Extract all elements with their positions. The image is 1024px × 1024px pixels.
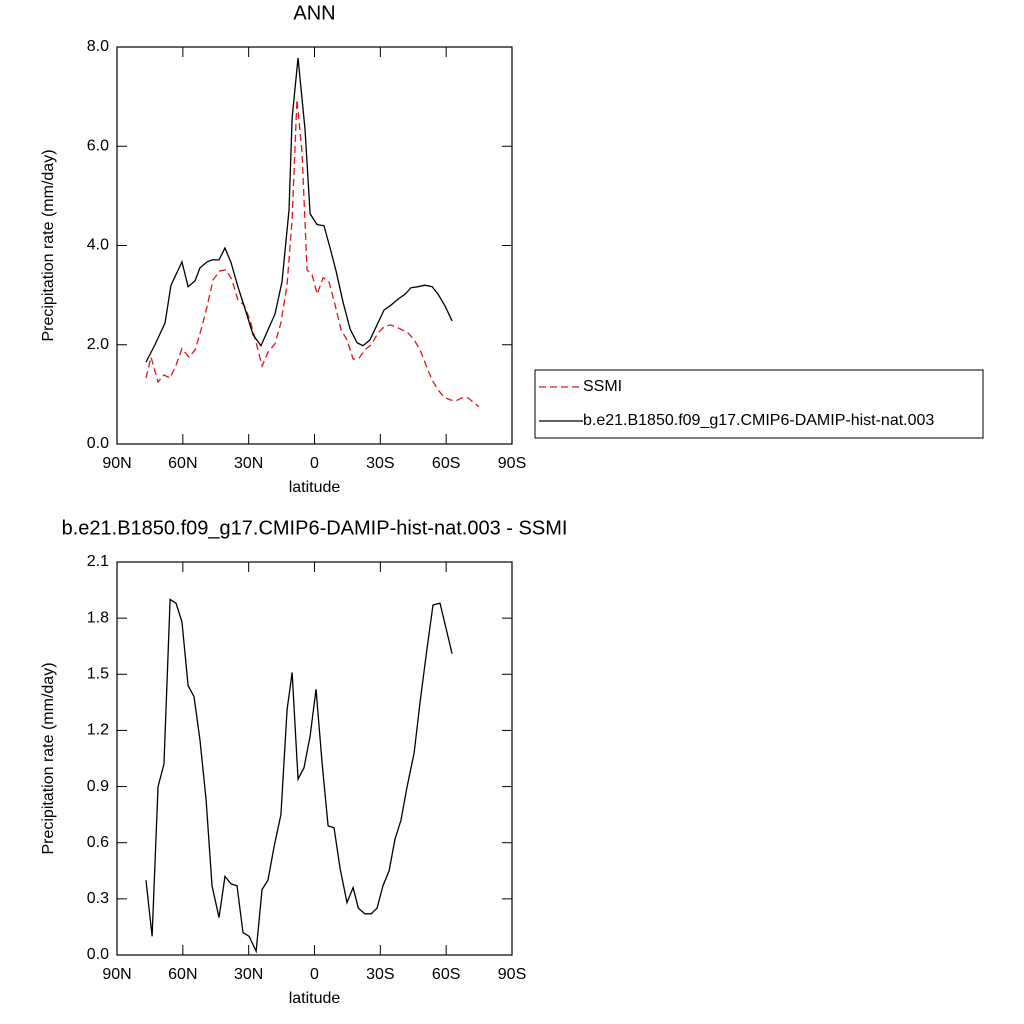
plot-frame xyxy=(116,46,513,445)
x-axis-label: latitude xyxy=(289,990,341,1007)
series-line xyxy=(145,99,480,408)
x-tick-label: 90N xyxy=(102,966,131,983)
x-tick-label: 30S xyxy=(366,455,394,472)
x-tick-label: 30N xyxy=(234,966,263,983)
y-tick-label: 0.9 xyxy=(87,778,109,795)
y-axis-label: Precipitation rate (mm/day) xyxy=(40,662,57,854)
x-tick-label: 60N xyxy=(168,455,197,472)
y-tick-label: 4.0 xyxy=(87,237,109,254)
y-axis-label: Precipitation rate (mm/day) xyxy=(40,149,57,341)
x-tick-label: 0 xyxy=(310,966,319,983)
legend-label: SSMI xyxy=(583,378,622,395)
y-tick-label: 2.1 xyxy=(87,553,109,570)
y-tick-label: 0.3 xyxy=(87,890,109,907)
x-tick-label: 90S xyxy=(498,455,526,472)
y-tick-label: 1.8 xyxy=(87,609,109,626)
legend-label: b.e21.B1850.f09_g17.CMIP6-DAMIP-hist-nat… xyxy=(583,412,934,429)
y-tick-label: 0.0 xyxy=(87,435,109,452)
y-tick-label: 2.0 xyxy=(87,336,109,353)
chart-title: ANN xyxy=(293,2,335,24)
legend-box xyxy=(534,369,984,439)
x-tick-label: 0 xyxy=(310,455,319,472)
y-tick-label: 0.6 xyxy=(87,834,109,851)
x-tick-label: 60S xyxy=(432,966,460,983)
chart-title: b.e21.B1850.f09_g17.CMIP6-DAMIP-hist-nat… xyxy=(62,517,568,539)
x-tick-label: 60S xyxy=(432,455,460,472)
y-tick-label: 6.0 xyxy=(87,137,109,154)
y-tick-label: 0.0 xyxy=(87,946,109,963)
x-axis-label: latitude xyxy=(289,479,341,496)
series-line xyxy=(145,57,453,363)
x-tick-label: 90S xyxy=(498,966,526,983)
y-tick-label: 1.2 xyxy=(87,722,109,739)
x-tick-label: 30N xyxy=(234,455,263,472)
plot-frame xyxy=(116,561,513,956)
x-tick-label: 60N xyxy=(168,966,197,983)
series-line xyxy=(145,598,453,954)
y-tick-label: 8.0 xyxy=(87,38,109,55)
x-tick-label: 90N xyxy=(102,455,131,472)
y-tick-label: 1.5 xyxy=(87,666,109,683)
x-tick-label: 30S xyxy=(366,966,394,983)
